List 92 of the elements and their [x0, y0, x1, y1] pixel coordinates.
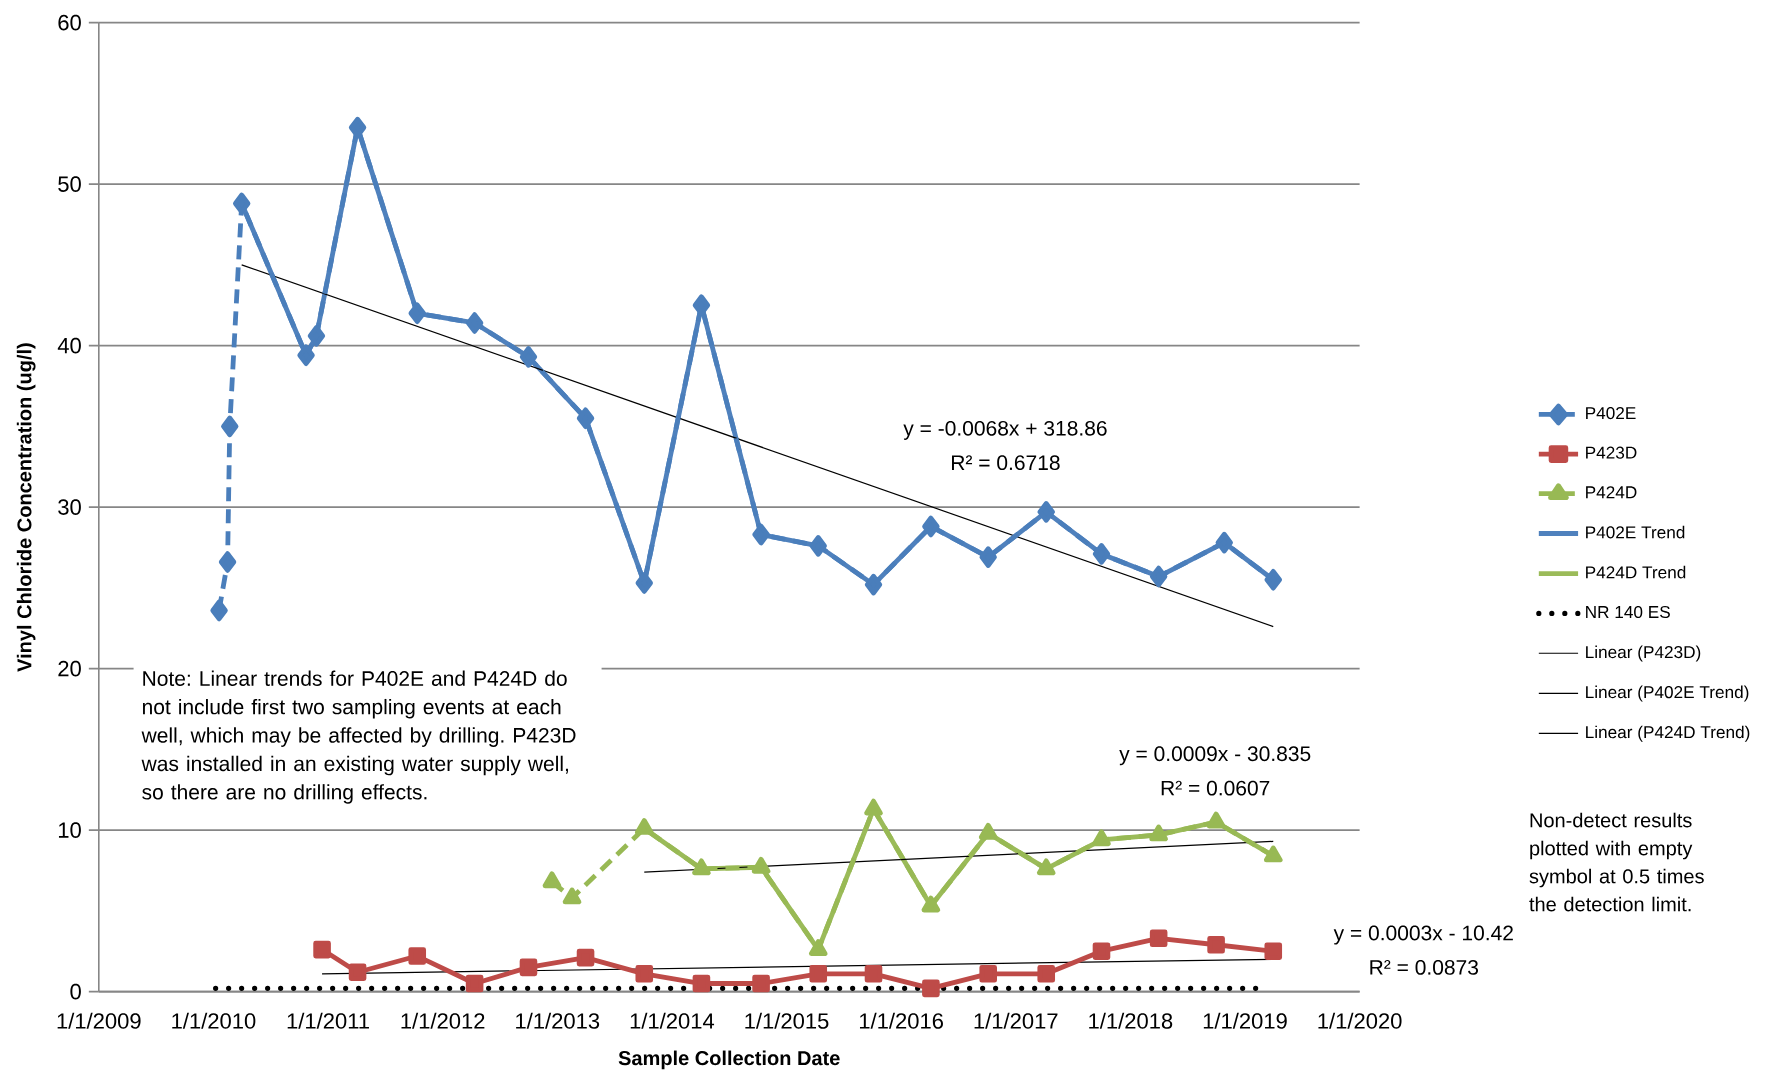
point [307, 325, 326, 347]
point [576, 407, 595, 430]
point [1264, 942, 1283, 961]
point [562, 887, 582, 905]
text: Non-detect results plotted with empty symbol at 0.5 times the detection limit. [1529, 812, 1704, 912]
point [465, 974, 484, 993]
annotation: R² = 0.0607 [1161, 780, 1270, 796]
x-tick-label: 1/1/2015 [745, 1012, 829, 1029]
annotation: y = -0.0068x + 318.86 [903, 420, 1107, 440]
y-tick-label: 60 [58, 14, 81, 31]
annotation: Note: Linear trends for P402E and P424D do not include first two sampling events at each well, which may be affected by drilling. P423D was installed in an existing water supply well, so there are no drilling effects. [141, 670, 576, 804]
x-tick-label: 1/1/2013 [516, 1012, 600, 1029]
point [408, 302, 426, 325]
legend-label: P424D Trend [1586, 565, 1686, 579]
y-tick-label: 50 [58, 176, 81, 192]
point [922, 979, 940, 998]
point [809, 535, 827, 557]
x-tick-label: 1/1/2017 [974, 1012, 1058, 1029]
point [635, 572, 653, 594]
point [1149, 824, 1168, 842]
point [313, 940, 331, 959]
x-tick-label: 1/1/2019 [1203, 1012, 1287, 1029]
point [808, 939, 828, 956]
legend-label: Linear (P423D) [1586, 645, 1701, 662]
point [922, 515, 940, 538]
legend-label: NR 140 ES [1586, 605, 1670, 619]
y-tick-label: 40 [57, 337, 81, 354]
point [1092, 829, 1111, 847]
x-tick-label: 1/1/2010 [172, 1012, 256, 1029]
y-tick-label: 0 [70, 983, 81, 1000]
annotation: y = 0.0003x - 10.42 [1333, 925, 1513, 945]
x-tick-label: 1/1/2016 [859, 1012, 943, 1029]
point [348, 116, 367, 139]
point [221, 415, 239, 438]
point [1092, 543, 1111, 565]
x-axis-title: Sample Collection Date [618, 1050, 840, 1070]
point [232, 192, 251, 215]
point [1092, 942, 1111, 961]
legend-label: P424D [1586, 486, 1637, 499]
point [210, 599, 228, 622]
y-tick-label: 30 [58, 499, 81, 515]
point [1037, 965, 1056, 983]
annotation: y = 0.0009x - 30.835 [1119, 746, 1311, 766]
point [1207, 935, 1225, 954]
point [1263, 845, 1283, 863]
point [979, 546, 997, 568]
legend-label: P402E [1586, 406, 1636, 420]
point [752, 974, 770, 993]
point [1206, 811, 1226, 829]
x-tick-label: 1/1/2011 [287, 1012, 369, 1029]
y-tick-label: 10 [58, 822, 81, 838]
point [1215, 531, 1233, 554]
legend-label: Linear (P402E Trend) [1586, 685, 1749, 702]
point [752, 523, 770, 546]
point [1036, 858, 1056, 876]
point [465, 312, 484, 334]
point [1037, 501, 1055, 523]
x-tick-label: 1/1/2014 [630, 1012, 715, 1029]
point [297, 344, 315, 367]
point [1264, 568, 1282, 591]
text: R² = 0.0873 [1370, 959, 1479, 975]
x-tick-label: 1/1/2009 [57, 1012, 141, 1029]
y-tick-label: 20 [58, 660, 81, 677]
legend-label: P402E Trend [1586, 525, 1685, 539]
point [692, 858, 711, 876]
point [979, 965, 997, 983]
point [519, 346, 538, 368]
x-tick-label: 1/1/2020 [1318, 1012, 1402, 1029]
point [692, 974, 711, 993]
point [864, 573, 883, 596]
y-axis-title: Vinyl Chloride Concentration (ug/l) [16, 343, 36, 672]
point [751, 856, 771, 874]
legend-label: P423D [1586, 446, 1637, 459]
point [348, 963, 367, 981]
point [809, 965, 828, 983]
point [864, 798, 883, 816]
point [921, 895, 941, 913]
point [1149, 565, 1168, 588]
x-tick-label: 1/1/2018 [1089, 1012, 1173, 1029]
point [1149, 929, 1168, 948]
point [634, 818, 654, 835]
legend-label: Linear (P424D Trend) [1586, 725, 1750, 742]
point [218, 551, 237, 573]
x-tick-label: 1/1/2012 [401, 1012, 485, 1029]
point [978, 822, 998, 840]
point [408, 947, 427, 965]
point [864, 965, 883, 983]
annotation: R² = 0.6718 [952, 455, 1060, 471]
point [519, 958, 538, 977]
point [542, 871, 562, 889]
point [576, 948, 595, 967]
point [635, 965, 654, 983]
